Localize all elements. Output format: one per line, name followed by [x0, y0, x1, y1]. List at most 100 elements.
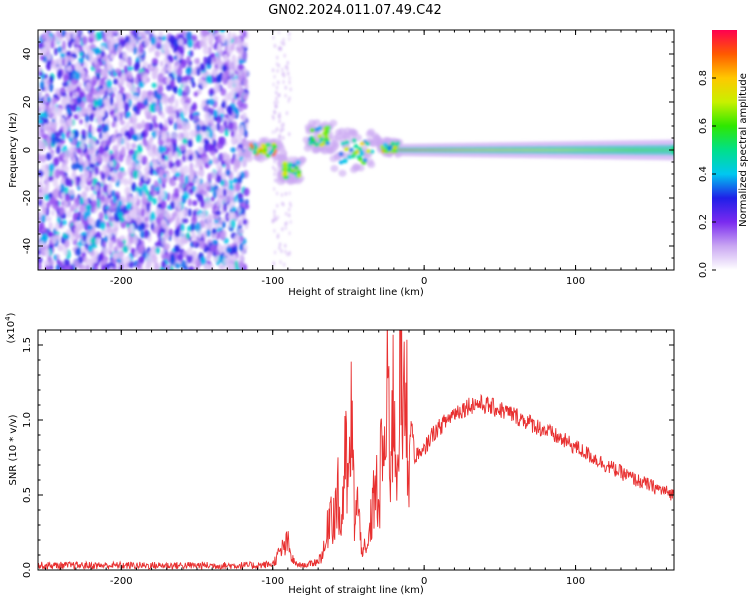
heatmap-cell [144, 229, 149, 239]
heatmap-cell [210, 243, 216, 253]
heatmap-cell [48, 192, 54, 199]
heatmap-cell [171, 132, 178, 139]
heatmap-cell [64, 193, 70, 202]
heatmap-cell [164, 230, 170, 241]
heatmap-cell [113, 78, 118, 85]
heatmap-cell [171, 194, 176, 201]
heatmap-cell [41, 34, 47, 40]
heatmap-cell [237, 63, 244, 71]
heatmap-cell [359, 141, 365, 146]
heatmap-cell [197, 77, 204, 85]
heatmap-cell [174, 228, 181, 238]
heatmap-cell [59, 87, 66, 93]
heatmap-cell [62, 97, 68, 106]
heatmap-cell [206, 56, 213, 66]
heatmap-cell [121, 145, 126, 156]
heatmap-cell [323, 137, 329, 142]
heatmap-cell [76, 176, 80, 187]
heatmap-cell [99, 132, 103, 140]
heatmap-cell [342, 158, 348, 164]
heatmap-cell [338, 151, 344, 157]
heatmap-cell [179, 173, 185, 183]
heatmap-cell [119, 86, 125, 93]
snr-xlabel: Height of straight line (km) [288, 585, 424, 596]
heatmap-cell [287, 98, 290, 103]
heatmap-cell [275, 96, 278, 101]
snr-panel: -200 -100 0 100 0.0 0.5 1.0 1.5 Height of strai… [4, 312, 675, 596]
heatmap-cell [161, 131, 167, 139]
heatmap-cell [100, 221, 106, 231]
heatmap-cell [39, 80, 45, 90]
heatmap-cell [157, 232, 162, 239]
heatmap-cell [191, 231, 196, 240]
heatmap-cell [67, 85, 73, 93]
heatmap-cell [184, 151, 190, 158]
heatmap-cell [48, 163, 55, 172]
heatmap-cell [230, 157, 235, 165]
heatmap-cell [195, 133, 202, 143]
heatmap-cell [231, 97, 236, 104]
heatmap-cell [161, 162, 167, 169]
heatmap-cell [103, 235, 109, 243]
heatmap-cell [185, 31, 193, 41]
heatmap-cell [79, 196, 84, 205]
heatmap-cell [311, 146, 320, 154]
heatmap-cell [140, 230, 145, 239]
heatmap-cell [223, 120, 228, 128]
heatmap-cell [96, 153, 102, 162]
heatmap-cell [125, 121, 131, 129]
heatmap-cell [128, 84, 136, 92]
heatmap-cell [160, 99, 165, 105]
heatmap-cell [179, 145, 187, 151]
heatmap-cell [107, 211, 112, 218]
heatmap-cell [244, 203, 250, 210]
heatmap-cell [271, 68, 275, 73]
heatmap-cell [64, 155, 69, 165]
snr-axes: -200 -100 0 100 0.0 0.5 1.0 1.5 [22, 329, 674, 587]
colorbar-tick-label: 0.8 [698, 70, 709, 86]
heatmap-cell [273, 228, 276, 233]
heatmap-cell [96, 97, 103, 107]
heatmap-cell [276, 68, 279, 73]
heatmap-cell [288, 250, 291, 255]
heatmap-cell [136, 122, 143, 130]
heatmap-cell [200, 183, 207, 190]
heatmap-cell [208, 36, 214, 43]
heatmap-cell [209, 128, 214, 139]
heatmap-cell [161, 43, 168, 52]
heatmap-cell [239, 235, 244, 242]
heatmap-cell [243, 187, 250, 197]
heatmap-cell [54, 189, 61, 199]
heatmap-cell [193, 42, 197, 50]
heatmap-cell [143, 172, 149, 182]
heatmap-cell [107, 185, 111, 196]
colorbar-tick-label: 0.6 [698, 118, 709, 134]
heatmap-cell [153, 262, 160, 270]
heatmap-cell [278, 245, 281, 250]
heatmap-cell [77, 156, 84, 164]
heatmap-cell [234, 92, 240, 99]
heatmap-cell [272, 144, 278, 149]
heatmap-cell [62, 40, 66, 51]
heatmap-cell [50, 40, 55, 49]
heatmap-cell [286, 252, 289, 257]
heatmap-cell [186, 247, 193, 256]
heatmap-cell [193, 114, 199, 122]
colorbar-tick-label: 0.0 [698, 262, 709, 278]
heatmap-cell [214, 210, 222, 216]
heatmap-cell [62, 81, 69, 88]
heatmap-cell [276, 234, 280, 239]
heatmap-cell [273, 109, 276, 114]
heatmap-cell [117, 170, 124, 180]
heatmap-cell [221, 33, 227, 44]
heatmap-cell [357, 156, 363, 162]
heatmap-cell [200, 30, 208, 37]
heatmap-cell [86, 216, 93, 224]
heatmap-cell [146, 145, 151, 151]
heatmap-cell [194, 177, 201, 185]
heatmap-cell [38, 180, 44, 191]
heatmap-cell [200, 256, 207, 265]
heatmap-cell [167, 105, 174, 115]
spectrogram-ylabel: Frequency (Hz) [8, 112, 19, 188]
heatmap-cell [157, 237, 162, 245]
